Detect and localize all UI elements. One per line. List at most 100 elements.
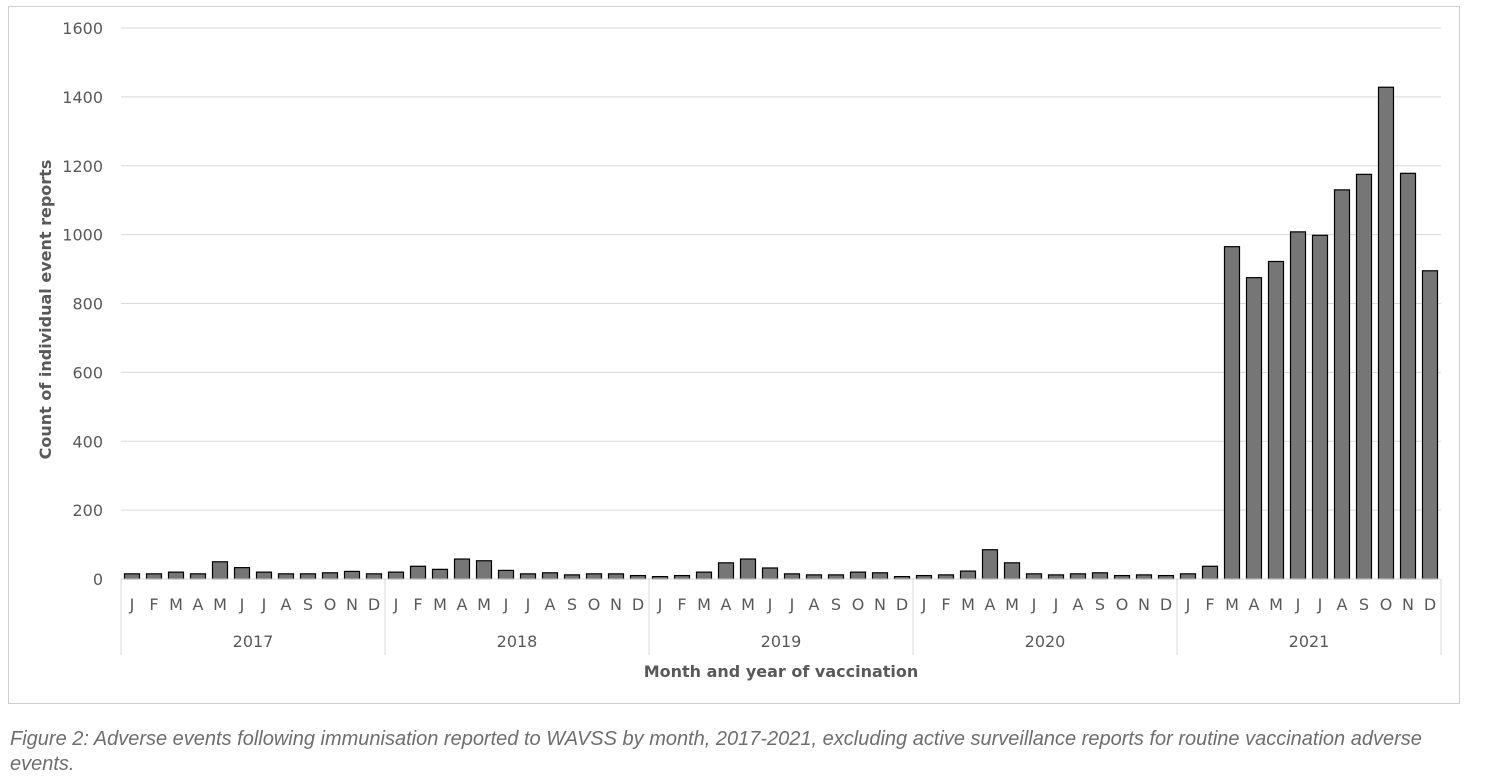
x-tick-label: M	[697, 595, 711, 614]
y-tick-label: 1400	[62, 88, 103, 107]
bar	[1201, 565, 1219, 580]
bar	[1025, 573, 1043, 580]
x-tick-label: M	[213, 595, 227, 614]
x-tick-label: A	[985, 595, 996, 614]
bar	[1223, 246, 1241, 580]
y-tick-label: 1600	[62, 19, 103, 38]
year-label: 2017	[233, 632, 274, 651]
year-label: 2021	[1289, 632, 1330, 651]
x-tick-label: J	[789, 595, 795, 614]
bar	[849, 571, 867, 580]
bar	[277, 573, 295, 580]
bar	[1311, 234, 1329, 580]
x-tick-label: M	[1005, 595, 1019, 614]
year-label: 2020	[1025, 632, 1066, 651]
x-axis-title: Month and year of vaccination	[644, 662, 919, 681]
x-tick-label: D	[896, 595, 908, 614]
x-tick-label: S	[831, 595, 841, 614]
bar	[431, 568, 449, 580]
bar	[805, 574, 823, 580]
bar	[1245, 277, 1263, 580]
x-tick-label: J	[503, 595, 509, 614]
x-tick-label: F	[677, 595, 686, 614]
bar	[673, 574, 691, 580]
bar	[167, 571, 185, 580]
bar	[299, 573, 317, 580]
x-tick-label: J	[1295, 595, 1301, 614]
y-tick-label: 400	[72, 432, 103, 451]
x-tick-label: J	[129, 595, 135, 614]
x-tick-label: J	[1053, 595, 1059, 614]
bar	[233, 567, 251, 580]
x-tick-label: M	[741, 595, 755, 614]
bar	[761, 567, 779, 580]
year-label: 2018	[497, 632, 538, 651]
x-tick-label: O	[1380, 595, 1393, 614]
x-tick-label: N	[1138, 595, 1150, 614]
bar	[1091, 572, 1109, 580]
x-tick-label: J	[1185, 595, 1191, 614]
x-tick-label: A	[809, 595, 820, 614]
x-tick-label: S	[1095, 595, 1105, 614]
bar	[211, 561, 229, 580]
x-tick-label: A	[193, 595, 204, 614]
bar	[871, 572, 889, 580]
bar	[409, 565, 427, 580]
bar	[1267, 260, 1285, 580]
x-tick-label: J	[261, 595, 267, 614]
bar	[497, 569, 515, 580]
bar	[827, 574, 845, 580]
y-axis-title: Count of individual event reports	[36, 160, 55, 460]
x-tick-label: D	[1160, 595, 1172, 614]
x-tick-label: O	[852, 595, 865, 614]
x-tick-label: J	[525, 595, 531, 614]
bar	[563, 574, 581, 580]
x-tick-label: A	[281, 595, 292, 614]
x-tick-label: S	[303, 595, 313, 614]
bar	[321, 572, 339, 580]
x-tick-label: J	[239, 595, 245, 614]
x-tick-label: A	[1073, 595, 1084, 614]
bar	[1157, 574, 1175, 580]
bar	[783, 573, 801, 580]
x-tick-label: M	[1225, 595, 1239, 614]
x-tick-label: D	[632, 595, 644, 614]
bar	[1355, 173, 1373, 580]
x-tick-label: M	[433, 595, 447, 614]
x-tick-label: F	[413, 595, 422, 614]
y-tick-label: 1000	[62, 226, 103, 245]
x-tick-label: F	[149, 595, 158, 614]
x-tick-label: J	[393, 595, 399, 614]
x-tick-label: A	[457, 595, 468, 614]
bar	[145, 573, 163, 580]
bar	[1289, 231, 1307, 580]
bar	[959, 570, 977, 580]
x-tick-label: A	[1249, 595, 1260, 614]
bar	[607, 573, 625, 580]
bar	[475, 560, 493, 580]
x-tick-label: A	[721, 595, 732, 614]
x-tick-label: O	[1116, 595, 1129, 614]
bar	[937, 574, 955, 580]
bar	[519, 573, 537, 580]
y-tick-label: 600	[72, 363, 103, 382]
x-tick-label: N	[610, 595, 622, 614]
x-tick-label: D	[1424, 595, 1436, 614]
bar	[981, 549, 999, 580]
bar	[739, 558, 757, 580]
bar	[255, 571, 273, 580]
x-tick-label: M	[477, 595, 491, 614]
x-tick-label: S	[1359, 595, 1369, 614]
bar	[915, 574, 933, 580]
bar	[1069, 573, 1087, 580]
bar	[365, 573, 383, 580]
bar	[453, 558, 471, 580]
x-tick-label: D	[368, 595, 380, 614]
bar	[585, 573, 603, 580]
x-tick-label: F	[1205, 595, 1214, 614]
bar	[387, 571, 405, 580]
year-label: 2019	[761, 632, 802, 651]
y-tick-label: 0	[93, 570, 103, 589]
